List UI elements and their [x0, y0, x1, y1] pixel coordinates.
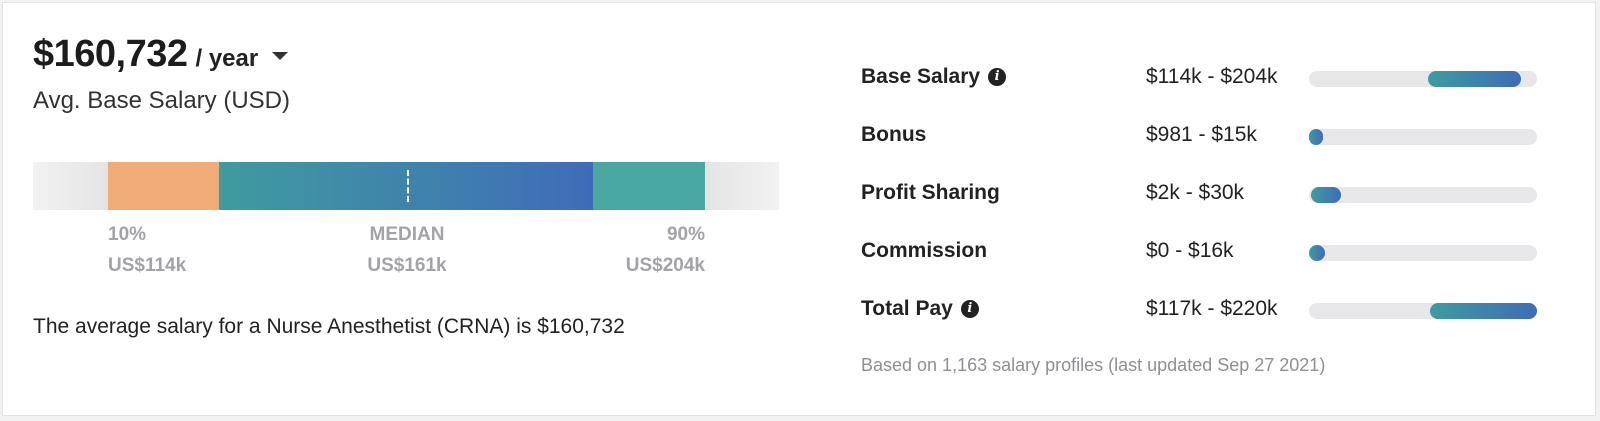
pay-range-track-profit-sharing	[1309, 187, 1537, 203]
pay-row-base-salary: Base Salary i $114k - $204k	[861, 61, 1541, 119]
pay-name-label: Profit Sharing	[861, 181, 1000, 204]
distribution-low-segment	[108, 162, 219, 210]
salary-subtitle: Avg. Base Salary (USD)	[33, 87, 290, 114]
pay-range-track-commission	[1309, 245, 1537, 261]
median-value: US$161k	[367, 255, 447, 276]
pay-range-bonus: $981 - $15k	[1146, 123, 1257, 146]
salary-card: $160,732 / year Avg. Base Salary (USD) 1…	[2, 2, 1596, 416]
pay-range-track-bonus	[1309, 129, 1537, 145]
salary-header: $160,732 / year	[33, 33, 289, 76]
pay-range-fill-bonus	[1309, 129, 1323, 145]
distribution-high-segment	[593, 162, 705, 210]
median-title: MEDIAN	[369, 224, 445, 245]
percentile-10-value: US$114k	[108, 255, 187, 276]
salary-summary-text: The average salary for a Nurse Anestheti…	[33, 315, 625, 338]
period-dropdown-caret-icon[interactable]	[272, 52, 289, 60]
pay-name-base-salary: Base Salary i	[861, 65, 1007, 89]
percentile-10-label: 10% US$114k	[108, 219, 186, 281]
pay-range-fill-total-pay	[1429, 303, 1537, 319]
pay-range-fill-base-salary	[1427, 71, 1522, 87]
pay-row-bonus: Bonus $981 - $15k	[861, 119, 1541, 177]
median-label: MEDIAN US$161k	[337, 219, 477, 281]
percentile-10-title: 10%	[108, 224, 147, 245]
pay-name-label: Base Salary	[861, 65, 981, 88]
pay-range-fill-commission	[1309, 245, 1325, 261]
pay-range-total-pay: $117k - $220k	[1146, 297, 1278, 320]
percentile-90-title: 90%	[666, 224, 705, 245]
pay-range-commission: $0 - $16k	[1146, 239, 1234, 262]
pay-name-bonus: Bonus	[861, 123, 926, 147]
percentile-90-label: 90% US$204k	[585, 219, 705, 281]
pay-range-profit-sharing: $2k - $30k	[1146, 181, 1245, 204]
median-marker	[407, 170, 409, 202]
pay-row-total-pay: Total Pay i $117k - $220k	[861, 293, 1541, 351]
salary-period: / year	[195, 45, 259, 72]
percentile-90-value: US$204k	[625, 255, 705, 276]
average-salary-amount: $160,732	[33, 33, 188, 75]
info-icon[interactable]: i	[988, 68, 1007, 86]
salary-distribution-bar	[33, 162, 779, 210]
distribution-mid-segment	[219, 162, 593, 210]
pay-name-label: Bonus	[861, 123, 927, 146]
pay-row-profit-sharing: Profit Sharing $2k - $30k	[861, 177, 1541, 235]
pay-breakdown-list: Base Salary i $114k - $204k Bonus $981 - $15…	[861, 61, 1541, 351]
pay-name-profit-sharing: Profit Sharing	[861, 181, 1000, 205]
pay-range-base-salary: $114k - $204k	[1146, 65, 1278, 88]
pay-range-track-base-salary	[1309, 71, 1537, 87]
pay-name-label: Total Pay	[861, 297, 953, 320]
salary-footnote: Based on 1,163 salary profiles (last upd…	[861, 355, 1326, 375]
pay-name-label: Commission	[861, 239, 988, 262]
pay-name-commission: Commission	[861, 239, 987, 263]
pay-row-commission: Commission $0 - $16k	[861, 235, 1541, 293]
pay-range-track-total-pay	[1309, 303, 1537, 319]
pay-name-total-pay: Total Pay i	[861, 297, 979, 321]
info-icon[interactable]: i	[960, 300, 979, 318]
pay-range-fill-profit-sharing	[1311, 187, 1341, 203]
